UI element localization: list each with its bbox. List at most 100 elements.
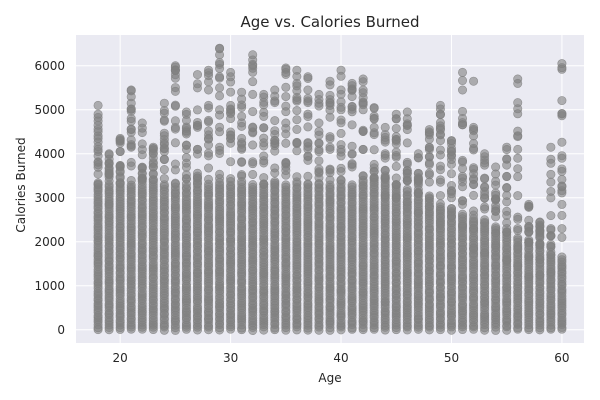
- data-point: [215, 91, 225, 101]
- data-point: [226, 100, 236, 110]
- data-point: [358, 85, 368, 95]
- data-point: [424, 202, 434, 212]
- data-point: [226, 114, 236, 124]
- data-point: [546, 211, 556, 221]
- data-point: [93, 133, 103, 143]
- data-point: [137, 150, 147, 160]
- data-point: [159, 138, 169, 148]
- data-point: [491, 206, 501, 216]
- data-point: [170, 101, 180, 111]
- data-point: [347, 78, 357, 88]
- data-point: [435, 217, 445, 227]
- data-point: [126, 125, 136, 135]
- data-point: [303, 122, 313, 132]
- data-point: [159, 154, 169, 164]
- data-point: [469, 180, 479, 190]
- data-point: [391, 134, 401, 144]
- data-point: [204, 126, 214, 136]
- data-point: [281, 138, 291, 148]
- data-point: [557, 252, 567, 262]
- data-point: [458, 106, 468, 116]
- data-point: [458, 171, 468, 181]
- data-point: [402, 157, 412, 167]
- data-point: [469, 224, 479, 234]
- data-point: [314, 89, 324, 99]
- data-point: [93, 109, 103, 119]
- data-point: [502, 190, 512, 200]
- data-point: [469, 122, 479, 132]
- data-point: [104, 164, 114, 174]
- x-axis-ticks: 20 30 40 50 60: [113, 351, 570, 365]
- data-point: [380, 173, 390, 183]
- data-point: [347, 120, 357, 130]
- data-point: [93, 178, 103, 188]
- data-point: [181, 129, 191, 139]
- data-point: [413, 149, 423, 159]
- data-point: [446, 151, 456, 161]
- data-point: [480, 173, 490, 183]
- data-point: [170, 165, 180, 175]
- data-point: [292, 172, 302, 182]
- x-tick-label: 60: [554, 351, 569, 365]
- data-point: [380, 137, 390, 147]
- data-point: [535, 226, 545, 236]
- data-point: [402, 169, 412, 179]
- data-point: [292, 78, 302, 88]
- data-point: [557, 182, 567, 192]
- data-point: [557, 232, 567, 242]
- data-point: [270, 116, 280, 126]
- data-point: [314, 118, 324, 128]
- data-point: [402, 184, 412, 194]
- data-point: [424, 152, 434, 162]
- data-point: [159, 98, 169, 108]
- data-point: [546, 177, 556, 187]
- data-point: [204, 140, 214, 150]
- data-point: [435, 145, 445, 155]
- data-point: [402, 107, 412, 117]
- data-point: [259, 111, 269, 121]
- data-point: [181, 158, 191, 168]
- data-point: [435, 191, 445, 201]
- data-point: [502, 210, 512, 220]
- data-point: [148, 142, 158, 152]
- data-point: [546, 193, 556, 203]
- data-point: [491, 162, 501, 172]
- data-point: [248, 77, 258, 87]
- data-point: [491, 195, 501, 205]
- data-point: [513, 214, 523, 224]
- data-point: [424, 170, 434, 180]
- data-point: [391, 123, 401, 133]
- x-tick-label: 40: [333, 351, 348, 365]
- data-point: [248, 159, 258, 169]
- data-point: [391, 151, 401, 161]
- data-point: [215, 145, 225, 155]
- data-point: [192, 105, 202, 115]
- data-point: [192, 173, 202, 183]
- data-point: [413, 208, 423, 218]
- data-point: [424, 160, 434, 170]
- data-point: [446, 181, 456, 191]
- data-point: [391, 193, 401, 203]
- data-point: [458, 221, 468, 231]
- data-point: [369, 175, 379, 185]
- data-point: [159, 115, 169, 125]
- data-point: [215, 127, 225, 137]
- data-point: [215, 58, 225, 68]
- data-point: [281, 129, 291, 139]
- data-point: [502, 224, 512, 234]
- data-point: [557, 109, 567, 119]
- data-point: [270, 85, 280, 95]
- data-point: [546, 169, 556, 179]
- data-point: [192, 120, 202, 130]
- data-point: [204, 65, 214, 75]
- data-points: [93, 43, 567, 335]
- data-point: [325, 165, 335, 175]
- data-point: [314, 126, 324, 136]
- data-point: [413, 188, 423, 198]
- data-point: [281, 180, 291, 190]
- data-point: [248, 61, 258, 71]
- data-point: [137, 169, 147, 179]
- data-point: [259, 179, 269, 189]
- data-point: [336, 115, 346, 125]
